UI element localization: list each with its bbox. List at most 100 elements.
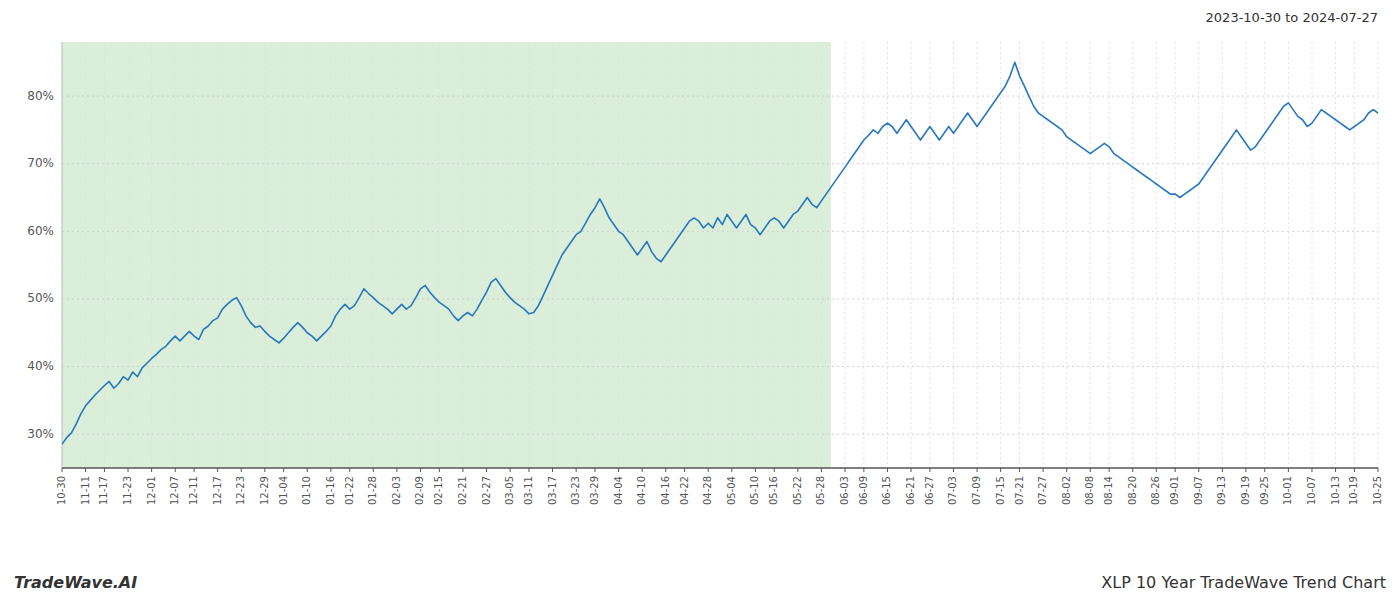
- x-tick-label: 12-17: [212, 476, 223, 505]
- x-tick: [1000, 468, 1001, 472]
- x-grid-line: [62, 42, 63, 468]
- y-tick-label: 40%: [27, 359, 54, 373]
- x-tick: [283, 468, 284, 472]
- x-tick: [373, 468, 374, 472]
- x-tick-label: 12-07: [169, 476, 180, 505]
- x-grid-line: [684, 42, 685, 468]
- x-tick: [151, 468, 152, 472]
- x-grid-line: [731, 42, 732, 468]
- x-tick: [264, 468, 265, 472]
- x-grid-line: [85, 42, 86, 468]
- x-tick-label: 02-15: [433, 476, 444, 505]
- x-grid-line: [330, 42, 331, 468]
- x-axis-line: [62, 467, 1378, 469]
- x-tick: [194, 468, 195, 472]
- x-tick: [665, 468, 666, 472]
- x-tick-label: 09-25: [1259, 476, 1270, 505]
- x-grid-line: [1090, 42, 1091, 468]
- y-grid-line: [62, 231, 1378, 232]
- x-grid-line: [1378, 42, 1379, 468]
- x-tick-label: 05-16: [768, 476, 779, 505]
- x-tick-label: 05-10: [749, 476, 760, 505]
- y-grid-line: [62, 366, 1378, 367]
- x-tick-label: 01-22: [344, 476, 355, 505]
- trend-line: [62, 62, 1378, 444]
- x-tick-label: 07-15: [995, 476, 1006, 505]
- x-grid-line: [1222, 42, 1223, 468]
- x-tick: [1090, 468, 1091, 472]
- x-tick: [510, 468, 511, 472]
- x-grid-line: [283, 42, 284, 468]
- x-tick: [349, 468, 350, 472]
- y-grid-line: [62, 96, 1378, 97]
- x-grid-line: [128, 42, 129, 468]
- x-tick: [1288, 468, 1289, 472]
- x-grid-line: [844, 42, 845, 468]
- x-tick-label: 06-21: [905, 476, 916, 505]
- x-tick: [576, 468, 577, 472]
- x-grid-line: [241, 42, 242, 468]
- x-grid-line: [911, 42, 912, 468]
- x-tick: [528, 468, 529, 472]
- chart: 30%40%50%60%70%80%10-3011-1111-1711-2312…: [0, 0, 1400, 600]
- x-tick: [420, 468, 421, 472]
- x-tick-label: 09-01: [1169, 476, 1180, 505]
- x-grid-line: [863, 42, 864, 468]
- x-tick: [439, 468, 440, 472]
- x-tick-label: 08-26: [1150, 476, 1161, 505]
- y-grid-line: [62, 434, 1378, 435]
- y-axis-line: [62, 42, 63, 468]
- x-tick-label: 06-09: [858, 476, 869, 505]
- x-tick-label: 04-22: [679, 476, 690, 505]
- x-tick-label: 10-13: [1330, 476, 1341, 505]
- x-grid-line: [755, 42, 756, 468]
- x-grid-line: [194, 42, 195, 468]
- x-tick: [396, 468, 397, 472]
- x-tick-label: 03-17: [547, 476, 558, 505]
- y-tick-label: 70%: [27, 156, 54, 170]
- x-tick-label: 06-27: [924, 476, 935, 505]
- y-grid-line: [62, 163, 1378, 164]
- x-tick: [863, 468, 864, 472]
- x-grid-line: [642, 42, 643, 468]
- x-tick: [929, 468, 930, 472]
- x-tick: [1066, 468, 1067, 472]
- x-tick-label: 05-28: [815, 476, 826, 505]
- x-tick: [708, 468, 709, 472]
- x-grid-line: [217, 42, 218, 468]
- x-grid-line: [373, 42, 374, 468]
- x-grid-line: [264, 42, 265, 468]
- x-grid-line: [528, 42, 529, 468]
- x-tick: [1156, 468, 1157, 472]
- x-tick: [128, 468, 129, 472]
- x-tick-label: 03-05: [504, 476, 515, 505]
- x-tick-label: 01-10: [301, 476, 312, 505]
- x-tick-label: 04-10: [636, 476, 647, 505]
- x-tick: [241, 468, 242, 472]
- x-tick: [887, 468, 888, 472]
- x-tick: [307, 468, 308, 472]
- y-tick-label: 60%: [27, 224, 54, 238]
- x-tick: [1132, 468, 1133, 472]
- x-tick: [953, 468, 954, 472]
- x-tick-label: 12-29: [259, 476, 270, 505]
- x-tick-label: 04-16: [660, 476, 671, 505]
- x-tick: [844, 468, 845, 472]
- x-tick-label: 08-08: [1084, 476, 1095, 505]
- x-tick-label: 07-21: [1014, 476, 1025, 505]
- x-tick-label: 03-11: [523, 476, 534, 505]
- x-tick-label: 02-21: [457, 476, 468, 505]
- plot-area: [62, 62, 1378, 444]
- x-tick-label: 12-01: [146, 476, 157, 505]
- x-tick-label: 09-13: [1216, 476, 1227, 505]
- x-tick: [797, 468, 798, 472]
- x-grid-line: [774, 42, 775, 468]
- x-tick-label: 11-11: [80, 476, 91, 505]
- x-grid-line: [977, 42, 978, 468]
- x-tick: [104, 468, 105, 472]
- x-tick-label: 10-19: [1348, 476, 1359, 505]
- x-tick: [774, 468, 775, 472]
- x-tick-label: 07-09: [971, 476, 982, 505]
- x-tick: [62, 468, 63, 472]
- x-tick: [1311, 468, 1312, 472]
